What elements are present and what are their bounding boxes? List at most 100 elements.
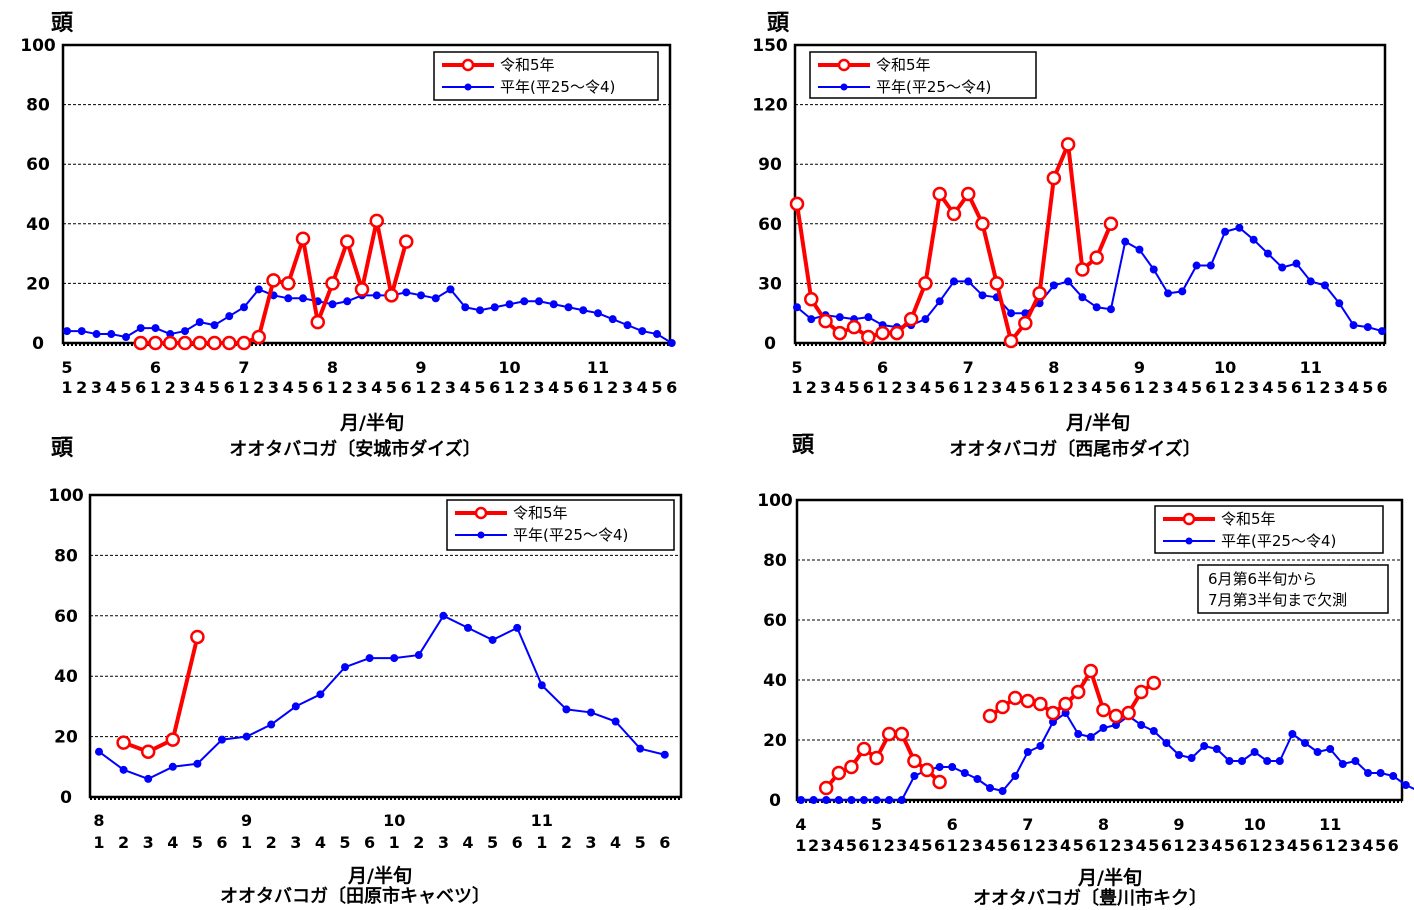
data-point-normal-year	[935, 297, 944, 306]
pentad-tick-label: 2	[1319, 378, 1330, 397]
pentad-tick-label: 5	[487, 833, 498, 852]
data-point-current-year	[995, 699, 1010, 715]
pentad-tick-label: 4	[106, 378, 117, 397]
data-point-normal-year	[793, 303, 801, 312]
month-tick-label: 7	[238, 358, 249, 377]
data-point-normal-year	[144, 774, 153, 783]
data-point-current-year	[1083, 663, 1099, 679]
pentad-tick-label: 1	[238, 378, 249, 397]
pentad-tick-label: 4	[167, 833, 178, 852]
pentad-tick-label: 5	[1020, 378, 1031, 397]
pentad-tick-label: 5	[297, 378, 308, 397]
data-point-current-year	[844, 759, 859, 775]
y-tick-label: 30	[758, 274, 782, 294]
data-point-current-year	[881, 726, 897, 742]
data-point-normal-year	[949, 277, 958, 286]
data-point-normal-year	[1187, 754, 1196, 762]
data-point-normal-year	[998, 787, 1007, 795]
data-point-normal-year	[834, 796, 843, 804]
legend-label: 平年(平25～令4)	[500, 78, 615, 96]
data-point-normal-year	[1364, 769, 1372, 777]
data-point-normal-year	[1225, 757, 1234, 765]
unit-label: 頭	[51, 11, 74, 36]
legend-marker-normal-year	[840, 83, 848, 91]
data-point-current-year	[266, 273, 281, 288]
legend-marker-current-year	[837, 58, 851, 72]
data-point-normal-year	[95, 747, 103, 756]
data-point-normal-year	[505, 300, 514, 309]
y-tick-label: 100	[20, 36, 56, 56]
data-point-current-year	[889, 325, 905, 341]
pentad-tick-label: 2	[808, 836, 819, 855]
month-tick-label: 5	[791, 358, 802, 377]
data-point-normal-year	[1306, 277, 1315, 286]
x-axis-label: 月/半旬	[339, 411, 404, 434]
month-tick-label: 5	[871, 815, 882, 834]
pentad-tick-label: 5	[563, 378, 574, 397]
pentad-tick-label: 3	[438, 833, 449, 852]
pentad-tick-label: 3	[1162, 378, 1173, 397]
y-tick-label: 20	[763, 731, 787, 751]
pentad-tick-label: 1	[1098, 836, 1109, 855]
pentad-tick-label: 3	[896, 836, 907, 855]
data-point-normal-year	[1121, 237, 1130, 246]
annotation-text: 7月第3半旬まで欠測	[1208, 591, 1347, 609]
data-point-normal-year	[181, 327, 189, 336]
plot-frame	[88, 493, 683, 799]
pentad-tick-label: 6	[1161, 836, 1172, 855]
pentad-tick-label: 1	[947, 836, 958, 855]
pentad-tick-label: 3	[91, 378, 102, 397]
chart-title: オオタバコガ〔安城市ダイズ〕	[229, 438, 480, 460]
data-point-normal-year	[372, 291, 381, 300]
data-point-normal-year	[1249, 235, 1258, 244]
data-point-normal-year	[564, 303, 573, 312]
pentad-tick-label: 3	[1047, 836, 1058, 855]
pentad-tick-label: 5	[1073, 836, 1084, 855]
pentad-tick-label: 3	[445, 378, 456, 397]
pentad-tick-label: 4	[1211, 836, 1222, 855]
data-point-current-year	[354, 282, 370, 297]
pentad-tick-label: 2	[165, 378, 176, 397]
pentad-tick-label: 1	[963, 378, 974, 397]
data-point-normal-year	[218, 735, 226, 744]
pentad-tick-label: 2	[430, 378, 441, 397]
legend-box	[809, 51, 1037, 99]
annotation: 6月第6半旬から 7月第3半旬まで欠測	[1197, 564, 1389, 614]
data-point-normal-year	[1200, 742, 1209, 750]
data-point-current-year	[856, 741, 872, 757]
data-point-current-year	[222, 335, 237, 351]
pentad-tick-label: 4	[1136, 836, 1147, 855]
data-point-normal-year	[1064, 277, 1073, 286]
month-tick-label: 11	[587, 358, 609, 377]
data-point-normal-year	[193, 759, 202, 768]
data-point-normal-year	[1149, 727, 1158, 735]
pentad-tick-label: 2	[76, 378, 87, 397]
pentad-tick-label: 4	[1287, 836, 1298, 855]
data-point-current-year	[295, 231, 311, 246]
y-tick-label: 80	[26, 96, 50, 116]
data-point-current-year	[1003, 333, 1019, 349]
y-tick-label: 120	[752, 96, 788, 116]
legend-marker-current-year	[474, 506, 488, 520]
data-point-current-year	[932, 186, 947, 202]
data-point-current-year	[919, 762, 935, 778]
data-point-normal-year	[1074, 730, 1083, 738]
pentad-tick-label: 1	[415, 378, 426, 397]
data-point-normal-year	[291, 702, 300, 711]
legend-label: 令和5年	[1221, 510, 1276, 528]
pentad-tick-label: 6	[666, 378, 677, 397]
pentad-tick-label: 2	[891, 378, 902, 397]
pentad-tick-label: 4	[834, 378, 845, 397]
month-tick-label: 11	[531, 811, 553, 830]
data-point-normal-year	[1326, 745, 1335, 753]
data-point-normal-year	[417, 291, 425, 300]
month-tick-label: 10	[1243, 815, 1265, 834]
data-point-normal-year	[1288, 730, 1297, 738]
month-tick-label: 7	[963, 358, 974, 377]
pentad-tick-label: 5	[474, 378, 485, 397]
data-point-normal-year	[1164, 289, 1173, 298]
data-point-normal-year	[107, 330, 116, 339]
data-point-normal-year	[461, 303, 470, 312]
